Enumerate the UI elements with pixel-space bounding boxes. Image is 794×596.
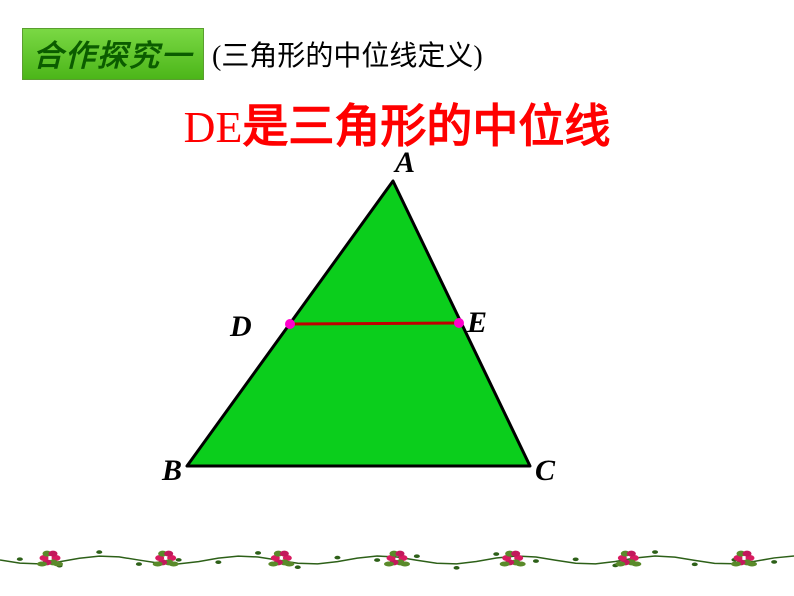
title-part-end: 中位线 [472,100,610,152]
title-part-de: DE [184,103,243,152]
section-subtitle: (三角形的中位线定义) [212,34,483,74]
triangle-diagram: A B C D E [0,156,794,536]
triangle-svg [0,156,794,536]
midpoint-label-e: E [467,306,487,340]
midpoint-label-d: D [230,310,252,344]
title-part-mid: 是三角形的 [242,100,472,152]
decorative-border [0,538,794,578]
midline-segment [290,323,459,324]
header-row: 合作探究一 (三角形的中位线定义) [0,0,794,80]
vertex-label-a: A [395,146,415,180]
midpoint-d-dot [285,319,295,329]
section-badge: 合作探究一 [22,28,204,80]
midpoint-e-dot [454,318,464,328]
vertex-label-b: B [162,454,182,488]
vertex-label-c: C [535,454,555,488]
